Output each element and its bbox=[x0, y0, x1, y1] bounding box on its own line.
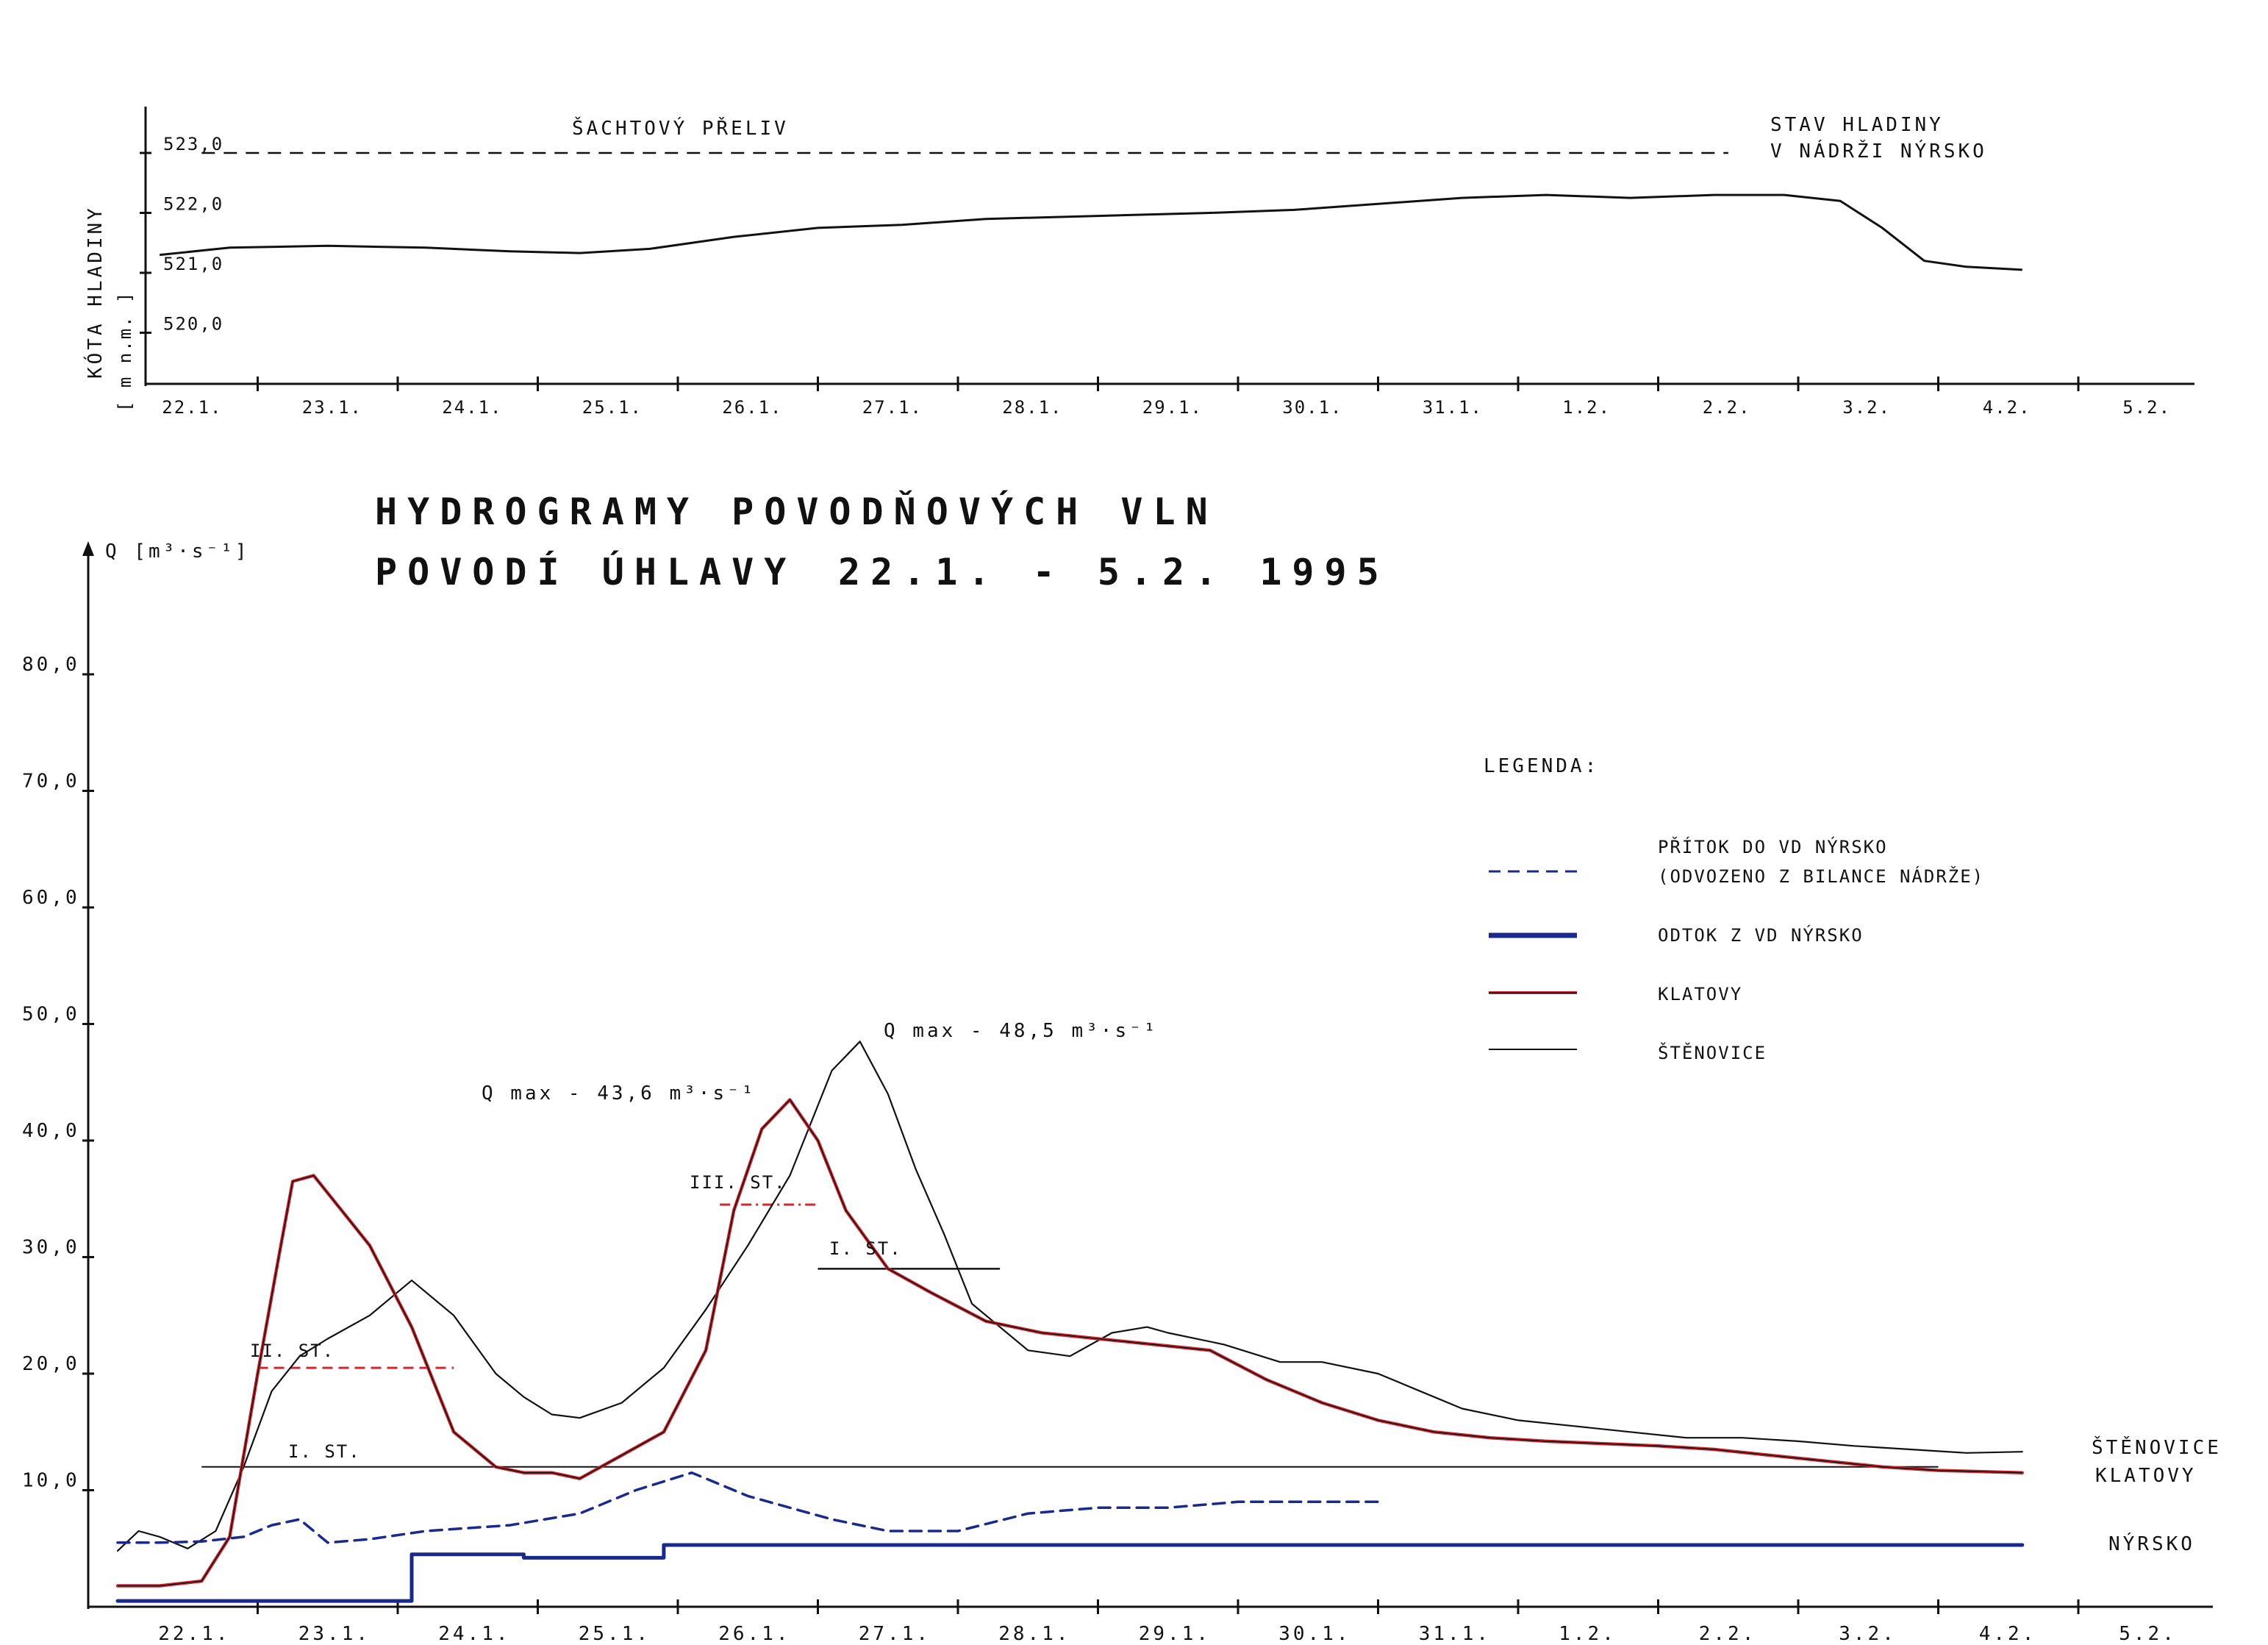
top-x-tick-label: 24.1. bbox=[442, 397, 502, 418]
top-x-tick-label: 25.1. bbox=[582, 397, 643, 418]
legend-sublabel-inflow: (ODVOZENO Z BILANCE NÁDRŽE) bbox=[1658, 866, 1984, 887]
top-x-tick-label: 3.2. bbox=[1842, 397, 1891, 418]
top-x-tick-label: 23.1. bbox=[302, 397, 362, 418]
qmax-klatovy-annotation: Q max - 43,6 m³·s⁻¹ bbox=[482, 1082, 756, 1105]
inflow-line bbox=[116, 1471, 1380, 1544]
chart-title-line-1: HYDROGRAMY POVODŇOVÝCH VLN bbox=[375, 490, 1218, 533]
bottom-y-ticks: 80,0 70,0 60,0 50,0 40,0 30,0 20,0 10,0 bbox=[22, 654, 94, 1492]
bottom-y-label: Q [m³·s⁻¹] bbox=[105, 540, 250, 563]
legend-label-inflow: PŘÍTOK DO VD NÝRSKO bbox=[1658, 836, 1888, 857]
bottom-y-tick-label: 50,0 bbox=[22, 1004, 80, 1026]
level-label-1: STAV HLADINY bbox=[1770, 114, 1944, 136]
water-level-line bbox=[160, 193, 2022, 271]
top-x-tick-label: 31.1. bbox=[1423, 397, 1483, 418]
spillway-label: ŠACHTOVÝ PŘELIV bbox=[572, 116, 789, 140]
top-x-tick-label: 27.1. bbox=[862, 397, 923, 418]
bottom-x-tick-label: 3.2. bbox=[1839, 1623, 1897, 1645]
top-y-ticks: 523,0 522,0 521,0 520,0 bbox=[140, 134, 223, 335]
legend-label-outflow: ODTOK Z VD NÝRSKO bbox=[1658, 924, 1864, 946]
klatovy-ink-line bbox=[118, 1099, 2022, 1587]
klatovy-line bbox=[115, 1098, 2025, 1588]
bottom-y-tick-label: 60,0 bbox=[22, 887, 80, 909]
bottom-x-tick-label: 31.1. bbox=[1419, 1623, 1491, 1645]
top-y-tick-label: 521,0 bbox=[163, 254, 223, 274]
bottom-y-tick-label: 20,0 bbox=[22, 1353, 80, 1375]
bottom-y-tick-label: 40,0 bbox=[22, 1120, 80, 1142]
top-x-tick-label: 22.1. bbox=[162, 397, 222, 418]
bottom-x-tick-label: 23.1. bbox=[298, 1623, 371, 1645]
legend-title: LEGENDA: bbox=[1484, 755, 1599, 777]
bottom-series bbox=[115, 1041, 2025, 1603]
bottom-x-tick-label: 28.1. bbox=[998, 1623, 1070, 1645]
top-x-tick-label: 4.2. bbox=[1983, 397, 2031, 418]
top-y-label: KÓTA HLADINY bbox=[83, 205, 107, 379]
bottom-x-tick-label: 4.2. bbox=[1979, 1623, 2037, 1645]
top-y-tick-label: 522,0 bbox=[163, 194, 223, 215]
threshold-label-st3: III. ST. bbox=[690, 1172, 787, 1193]
top-x-tick-label: 30.1. bbox=[1282, 397, 1342, 418]
bottom-x-tick-label: 1.2. bbox=[1559, 1623, 1617, 1645]
chart-title-line-2-right: 22.1. - 5.2. 1995 bbox=[838, 551, 1389, 593]
threshold-label-st1: I. ST. bbox=[288, 1441, 361, 1462]
top-series bbox=[160, 151, 2022, 271]
y-axis-arrow bbox=[82, 541, 94, 556]
top-x-tick-label: 29.1. bbox=[1142, 397, 1203, 418]
top-x-tick-label: 1.2. bbox=[1562, 397, 1611, 418]
end-label-klatovy: KLATOVY bbox=[2095, 1465, 2197, 1487]
bottom-x-tick-label: 5.2. bbox=[2119, 1623, 2177, 1645]
bottom-x-tick-label: 27.1. bbox=[859, 1623, 931, 1645]
bottom-x-tick-label: 2.2. bbox=[1699, 1623, 1757, 1645]
bottom-y-tick-label: 80,0 bbox=[22, 654, 80, 676]
bottom-x-tick-label: 26.1. bbox=[718, 1623, 790, 1645]
bottom-x-tick-label: 24.1. bbox=[438, 1623, 510, 1645]
threshold-label-st2: II. ST. bbox=[250, 1341, 335, 1361]
legend-label-klatovy: KLATOVY bbox=[1658, 984, 1742, 1005]
top-y-tick-label: 520,0 bbox=[163, 314, 223, 335]
chart-title-line-2-left: POVODÍ ÚHLAVY bbox=[375, 550, 796, 593]
bottom-x-tick-label: 30.1. bbox=[1278, 1623, 1351, 1645]
qmax-stenovice-annotation: Q max - 48,5 m³·s⁻¹ bbox=[884, 1020, 1158, 1042]
top-x-tick-label: 28.1. bbox=[1002, 397, 1062, 418]
top-x-tick-label: 26.1. bbox=[722, 397, 782, 418]
outflow-line bbox=[115, 1543, 2025, 1603]
top-x-tick-label: 2.2. bbox=[1703, 397, 1751, 418]
legend-label-stenovice: ŠTĚNOVICE bbox=[1658, 1041, 1767, 1063]
stenovice-line bbox=[116, 1041, 2023, 1552]
bottom-y-tick-label: 70,0 bbox=[22, 771, 80, 793]
threshold-label-st1-b: I. ST. bbox=[829, 1238, 902, 1259]
bottom-y-tick-label: 10,0 bbox=[22, 1470, 80, 1492]
bottom-x-ticks: 22.1. 23.1. 24.1. 25.1. 26.1. 27.1. 28.1. 29.1.… bbox=[158, 1599, 2177, 1645]
bottom-x-tick-label: 29.1. bbox=[1139, 1623, 1211, 1645]
top-y-unit: [ m n.m. ] bbox=[115, 291, 135, 413]
level-label-2: V NÁDRŽI NÝRSKO bbox=[1770, 139, 1987, 163]
end-label-stenovice: ŠTĚNOVICE bbox=[2092, 1435, 2222, 1459]
top-x-tick-label: 5.2. bbox=[2122, 397, 2171, 418]
top-x-ticks: 22.1. 23.1. 24.1. 25.1. 26.1. 27.1. 28.1. 29.1.… bbox=[162, 377, 2171, 418]
bottom-x-tick-label: 25.1. bbox=[579, 1623, 651, 1645]
legend: LEGENDA: PŘÍTOK DO VD NÝRSKO (ODVOZENO Z… bbox=[1484, 755, 1984, 1063]
top-y-tick-label: 523,0 bbox=[163, 134, 223, 154]
end-label-nyrsko: NÝRSKO bbox=[2108, 1532, 2195, 1555]
bottom-chart: Q [m³·s⁻¹] 80,0 70,0 60,0 50,0 40,0 30,0 20,0 1… bbox=[22, 540, 2222, 1645]
bottom-x-tick-label: 22.1. bbox=[158, 1623, 230, 1645]
top-chart: KÓTA HLADINY [ m n.m. ] 523,0522,0521,05… bbox=[83, 107, 2194, 418]
bottom-y-tick-label: 30,0 bbox=[22, 1237, 80, 1259]
